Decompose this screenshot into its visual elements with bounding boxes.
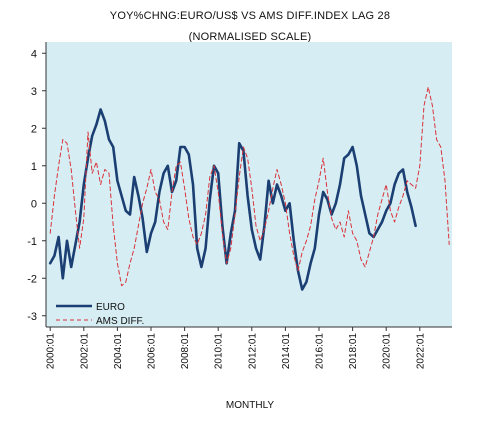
y-tick-label: 3 xyxy=(31,86,37,98)
x-tick-label: 2012:01 xyxy=(247,333,258,370)
series-line-euro xyxy=(48,108,417,291)
x-axis-label: MONTHLY xyxy=(225,400,275,411)
y-tick-label: 4 xyxy=(31,48,37,60)
x-tick-label: 2008:01 xyxy=(180,333,191,370)
legend: EURO AMS DIFF. xyxy=(56,302,144,327)
plot-area xyxy=(46,42,452,327)
x-tick-label: 2018:01 xyxy=(348,333,359,370)
series-layer xyxy=(48,86,450,291)
y-tick-label: 0 xyxy=(31,198,37,210)
y-tick-label: 1 xyxy=(31,161,37,173)
x-tick-label: 2004:01 xyxy=(113,333,124,370)
x-tick-label: 2010:01 xyxy=(214,333,225,370)
legend-label: AMS DIFF. xyxy=(96,316,144,327)
y-tick-label: -2 xyxy=(27,273,37,285)
x-tick-label: 2002:01 xyxy=(79,333,90,370)
series-line-ams-diff xyxy=(49,86,450,287)
x-tick-label: 2016:01 xyxy=(315,333,326,370)
x-tick-label: 2006:01 xyxy=(147,333,158,370)
x-tick-label: 2022:01 xyxy=(415,333,426,370)
y-tick-label: -1 xyxy=(27,236,37,248)
x-tick-label: 2014:01 xyxy=(281,333,292,370)
chart-title: YOY%CHNG:EURO/US$ VS AMS DIFF.INDEX LAG … xyxy=(109,10,391,22)
y-tick-label: 2 xyxy=(31,123,37,135)
y-tick-label: -3 xyxy=(27,311,37,323)
axes: -3 -2 -1 0 1 2 3 4 2000:01 2002:01 2004:01 2006:01 2… xyxy=(27,42,452,369)
legend-label: EURO xyxy=(96,302,125,313)
x-tick-label: 2000:01 xyxy=(46,333,57,370)
chart-subtitle: (NORMALISED SCALE) xyxy=(188,31,312,43)
x-tick-label: 2020:01 xyxy=(382,333,393,370)
